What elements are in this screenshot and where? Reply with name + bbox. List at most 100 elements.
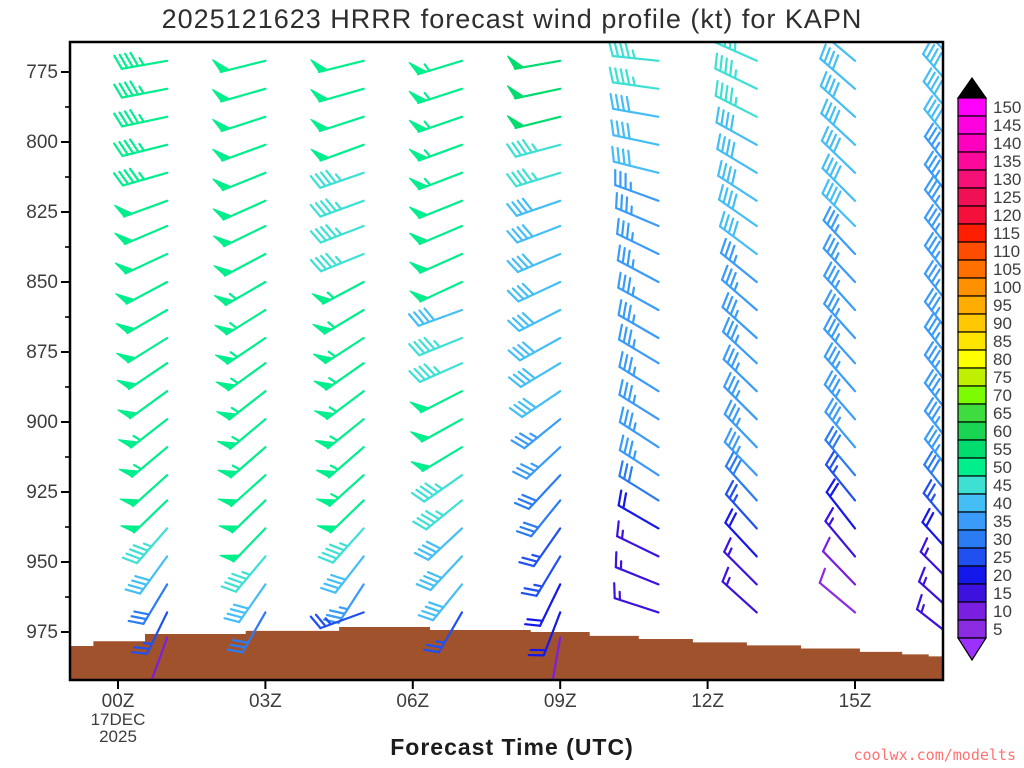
wind-barb <box>723 399 758 449</box>
wind-barb <box>408 59 464 76</box>
wind-barb <box>617 299 660 340</box>
colorbar-tick-label: 20 <box>993 566 1012 585</box>
wind-barb <box>616 520 660 558</box>
watermark-link[interactable]: coolwx.com/modelts <box>853 746 1016 764</box>
wind-barb <box>923 287 943 327</box>
wind-barb <box>118 446 169 478</box>
wind-barb <box>312 336 365 365</box>
wind-barb <box>216 418 267 450</box>
wind-barb <box>821 536 857 586</box>
wind-barb <box>823 261 857 312</box>
wind-barb <box>506 115 562 130</box>
colorbar-tick-label: 65 <box>993 404 1012 423</box>
x-tick-label: 09Z <box>544 691 577 712</box>
wind-barb <box>310 143 365 162</box>
speed-colorbar: 1501451401351301251201151101051009590858… <box>956 76 1021 662</box>
wind-barb <box>923 313 943 352</box>
wind-barb <box>922 479 943 518</box>
colorbar-tick-label: 95 <box>993 296 1012 315</box>
wind-barb <box>720 264 758 312</box>
wind-barb <box>410 474 464 503</box>
wind-barb <box>113 80 169 99</box>
wind-barb <box>830 42 857 62</box>
wind-barb <box>617 323 660 365</box>
wind-barb <box>717 184 758 228</box>
wind-barb <box>423 611 464 654</box>
wind-barb <box>113 109 169 128</box>
x-tick-label: 15Z <box>839 691 872 712</box>
wind-barb <box>510 418 562 450</box>
colorbar-tick-label: 135 <box>993 152 1021 171</box>
colorbar-tick-label: 75 <box>993 368 1012 387</box>
wind-barb <box>527 611 562 657</box>
wind-barb <box>822 233 857 284</box>
wind-barb <box>715 106 758 146</box>
wind-barb <box>515 499 562 538</box>
wind-barb <box>723 537 758 586</box>
wind-barb <box>506 197 562 217</box>
wind-barb <box>713 42 758 62</box>
wind-barb <box>714 79 758 118</box>
wind-barb <box>314 390 365 420</box>
wind-barb <box>518 527 562 568</box>
wind-barb <box>506 55 562 70</box>
wind-barb <box>212 199 267 221</box>
wind-barb <box>212 143 267 162</box>
wind-barb <box>614 551 660 586</box>
wind-barb <box>112 167 169 187</box>
wind-barb <box>820 98 857 146</box>
wind-barb <box>408 224 464 246</box>
chart-title: 2025121623 HRRR forecast wind profile (k… <box>161 4 863 34</box>
wind-barb <box>316 474 365 508</box>
x-tick-label: 00Z <box>102 691 135 712</box>
wind-barb <box>119 474 169 508</box>
wind-barb <box>319 555 365 594</box>
wind-barb <box>824 397 857 449</box>
wind-barb <box>823 289 857 340</box>
wind-barb <box>616 217 660 256</box>
wind-barb <box>409 390 464 414</box>
wind-barb <box>410 418 464 443</box>
wind-barb <box>309 611 365 630</box>
wind-barb <box>507 308 562 332</box>
wind-barb <box>724 479 758 530</box>
wind-barb <box>408 336 464 357</box>
wind-barb <box>923 425 943 464</box>
wind-barb <box>917 566 943 605</box>
wind-barb <box>226 611 267 654</box>
wind-barb <box>311 280 365 305</box>
wind-barb <box>513 474 562 510</box>
wind-barb <box>212 115 267 133</box>
wind-barb <box>818 567 857 614</box>
wind-barb <box>506 252 562 274</box>
wind-barb <box>215 362 267 392</box>
wind-barb <box>309 224 365 244</box>
wind-barb <box>822 205 857 256</box>
colorbar-tick-label: 120 <box>993 206 1021 225</box>
wind-barb <box>721 316 758 365</box>
wind-barb <box>117 418 169 449</box>
x-date-label: 2025 <box>99 727 137 746</box>
wind-barb <box>915 593 943 631</box>
y-tick-label: 900 <box>26 412 58 433</box>
wind-barb <box>714 52 758 90</box>
wind-barb <box>408 87 464 105</box>
wind-barb <box>113 199 169 218</box>
colorbar-tick-label: 60 <box>993 422 1012 441</box>
wind-barb <box>211 59 267 74</box>
wind-barb <box>124 555 169 595</box>
wind-barb <box>115 308 169 335</box>
wind-barb <box>718 210 758 256</box>
wind-barb <box>310 87 365 103</box>
wind-barb <box>611 145 660 174</box>
wind-barb <box>923 369 943 408</box>
wind-barb <box>317 527 365 564</box>
colorbar-over-arrow <box>956 76 988 99</box>
wind-barb <box>115 280 169 305</box>
wind-barb <box>921 507 943 547</box>
colorbar-tick-label: 90 <box>993 314 1012 333</box>
wind-barb <box>823 342 857 393</box>
wind-barb <box>410 446 464 472</box>
